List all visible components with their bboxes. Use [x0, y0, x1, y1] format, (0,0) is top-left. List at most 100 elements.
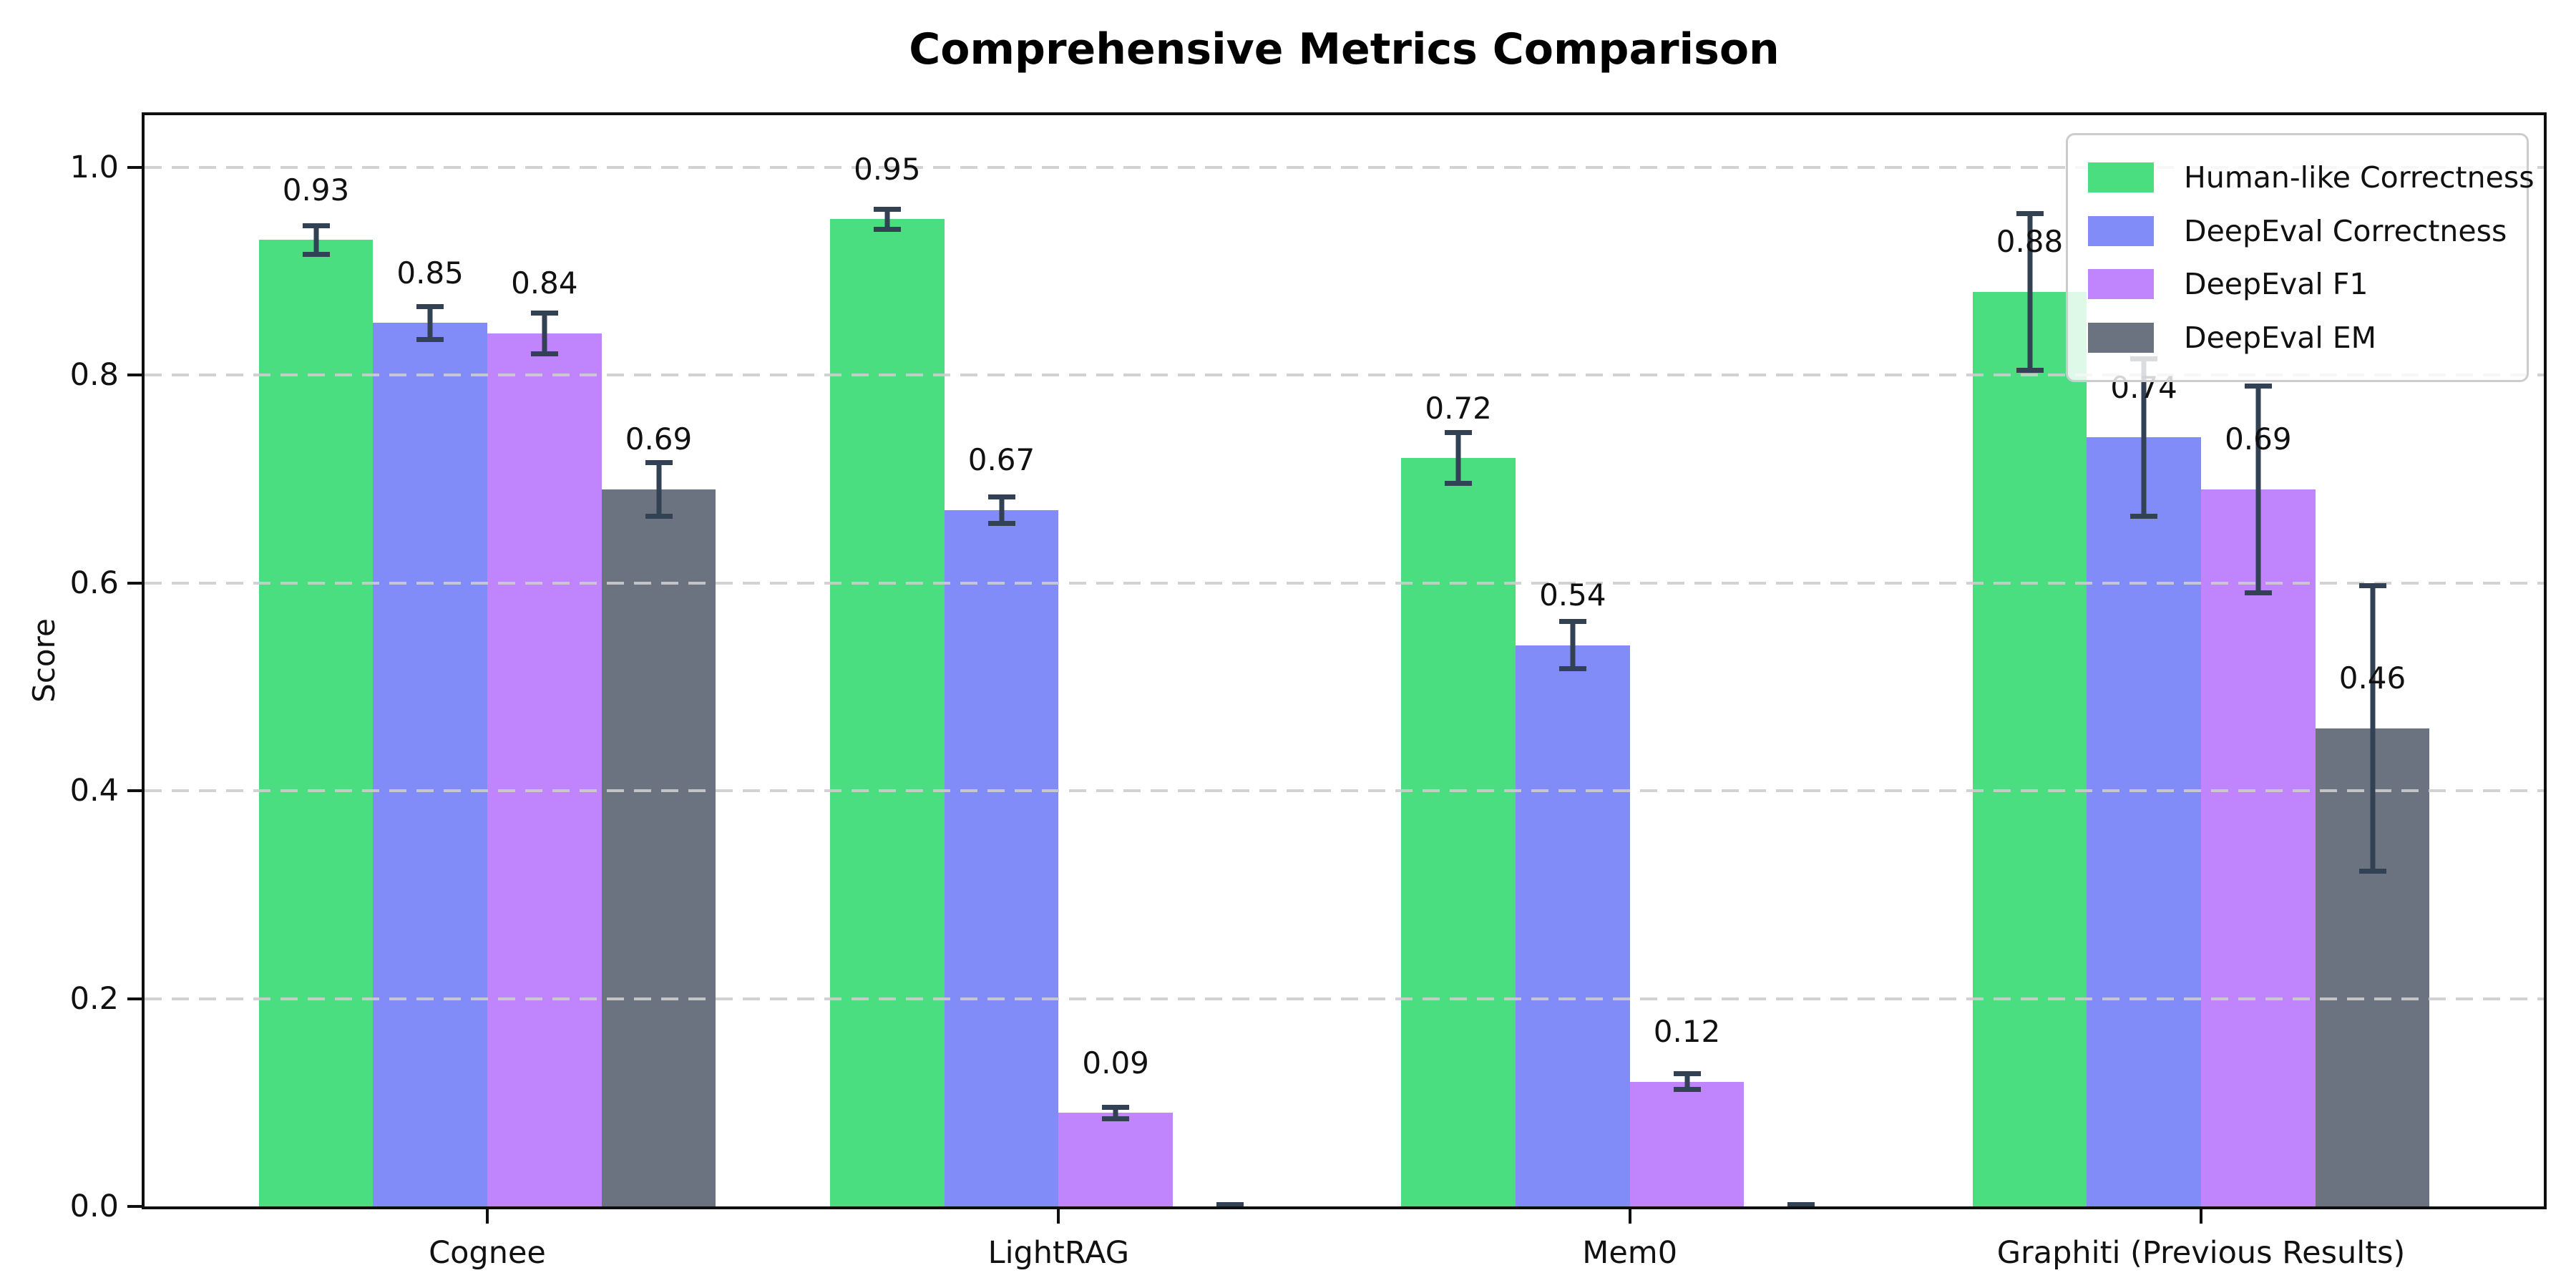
chart-title: Comprehensive Metrics Comparison: [909, 24, 1780, 74]
error-bar: [987, 494, 1015, 526]
legend: Human-like Correctness DeepEval Correctne…: [2066, 133, 2534, 382]
error-bar: [416, 304, 444, 342]
bar-deepeval-correctness-lightrag: [944, 509, 1059, 1206]
error-bar-cap-top: [2358, 582, 2386, 588]
bar-deepeval-correctness-cognee: [373, 323, 487, 1206]
gridline-1: [145, 165, 2544, 169]
error-bar-cap-bottom: [1445, 481, 1473, 487]
x-tick: [2200, 1209, 2202, 1224]
x-tick-label-lightrag: LightRAG: [987, 1235, 1130, 1271]
error-bar: [2016, 210, 2044, 374]
error-bar-cap-top: [1102, 1104, 1130, 1110]
error-bar-line: [1455, 430, 1461, 487]
value-label: 0.69: [2225, 421, 2292, 457]
error-bar-line: [2027, 210, 2032, 374]
error-bar: [1787, 1202, 1815, 1206]
error-bar: [1102, 1104, 1130, 1121]
value-label: 0.54: [1539, 577, 1606, 613]
error-bar-cap-top: [2016, 210, 2044, 216]
y-tick: [127, 997, 142, 1000]
error-bar-line: [656, 460, 661, 519]
bar-deepeval-f1-graphiti-previous-results-: [2201, 489, 2316, 1206]
error-bar-line: [999, 494, 1004, 526]
value-label: 0.93: [282, 172, 350, 208]
error-bar: [1558, 619, 1586, 671]
error-bar: [1445, 430, 1473, 487]
bar-deepeval-f1-cognee: [487, 333, 602, 1206]
legend-swatch-icon: [2088, 269, 2154, 300]
y-tick: [127, 581, 142, 585]
error-bar-line: [2255, 383, 2261, 595]
bar-human-like-correctness-graphiti-previous-results-: [1972, 291, 2087, 1206]
error-bar-cap-bottom: [2016, 368, 2044, 374]
error-bar-cap-top: [645, 460, 673, 466]
error-bar-cap-bottom: [1558, 666, 1586, 671]
error-bar-cap-bottom: [302, 251, 330, 257]
y-tick: [127, 374, 142, 377]
error-bar-line: [427, 304, 433, 342]
error-bar: [530, 311, 558, 356]
error-bar-cap-top: [302, 223, 330, 229]
x-tick: [1628, 1209, 1631, 1224]
error-bar: [302, 223, 330, 257]
legend-label: DeepEval EM: [2184, 321, 2377, 356]
x-tick: [1057, 1209, 1060, 1224]
y-tick: [127, 789, 142, 793]
x-tick-label-graphiti-previous-results-: Graphiti (Previous Results): [1996, 1235, 2406, 1271]
plot-inner: 0.93 0.95 0.72 0.88 0.85 0.67 0.54 0.74 0.84 0.09…: [145, 115, 2544, 1206]
error-bar-cap-top: [1673, 1071, 1701, 1077]
legend-label: Human-like Correctness: [2184, 160, 2534, 195]
legend-label: DeepEval F1: [2184, 267, 2368, 302]
bar-deepeval-correctness-graphiti-previous-results-: [2087, 437, 2201, 1206]
value-label: 0.88: [1996, 224, 2064, 260]
bar-deepeval-em-cognee: [601, 489, 716, 1206]
error-bar-cap-bottom: [1102, 1116, 1130, 1121]
x-tick-label-mem0: Mem0: [1582, 1235, 1678, 1271]
legend-swatch-icon: [2088, 162, 2154, 192]
error-bar-cap-bottom: [987, 520, 1015, 526]
error-bar-line: [1684, 1071, 1689, 1093]
error-bar: [873, 206, 901, 232]
value-label: 0.69: [625, 421, 693, 457]
y-tick: [127, 165, 142, 169]
bar-human-like-correctness-cognee: [258, 240, 374, 1206]
legend-row: DeepEval F1: [2088, 267, 2519, 301]
bar-deepeval-f1-lightrag: [1058, 1113, 1173, 1206]
legend-row: DeepEval EM: [2088, 321, 2519, 355]
value-label: 0.84: [511, 265, 578, 301]
bar-deepeval-f1-mem0: [1629, 1081, 1745, 1206]
error-bar-line: [1113, 1104, 1118, 1121]
gridline-0.8: [145, 374, 2544, 377]
error-bar-line: [2141, 356, 2147, 519]
legend-row: DeepEval Correctness: [2088, 214, 2519, 248]
value-label: 0.67: [967, 442, 1035, 478]
value-label: 0.85: [396, 255, 464, 291]
gridline-0.4: [145, 789, 2544, 793]
legend-label: DeepEval Correctness: [2184, 213, 2507, 248]
value-label: 0.95: [854, 151, 921, 187]
x-tick-label-cognee: Cognee: [429, 1235, 546, 1271]
error-bar-cap-top: [416, 304, 444, 310]
error-bar: [2244, 383, 2272, 595]
error-bar-line: [1570, 619, 1576, 671]
error-bar-cap-top: [987, 494, 1015, 500]
y-tick-label: 1.0: [69, 149, 119, 185]
error-bar-cap-bottom: [645, 513, 673, 519]
error-bar: [645, 460, 673, 519]
y-tick-label: 0.0: [69, 1189, 119, 1224]
x-tick: [486, 1209, 489, 1224]
bar-human-like-correctness-lightrag: [830, 219, 945, 1206]
legend-row: Human-like Correctness: [2088, 160, 2534, 195]
error-bar-line: [313, 223, 318, 257]
error-bar-cap-top: [1216, 1202, 1244, 1206]
y-tick-label: 0.4: [69, 773, 119, 809]
gridline-0.6: [145, 581, 2544, 585]
error-bar-cap-bottom: [416, 336, 444, 342]
error-bar-line: [542, 311, 547, 356]
value-label: 0.12: [1653, 1014, 1721, 1050]
error-bar-cap-top: [530, 311, 558, 316]
value-label: 0.72: [1425, 390, 1492, 426]
error-bar: [1216, 1202, 1244, 1206]
error-bar: [2358, 582, 2386, 874]
